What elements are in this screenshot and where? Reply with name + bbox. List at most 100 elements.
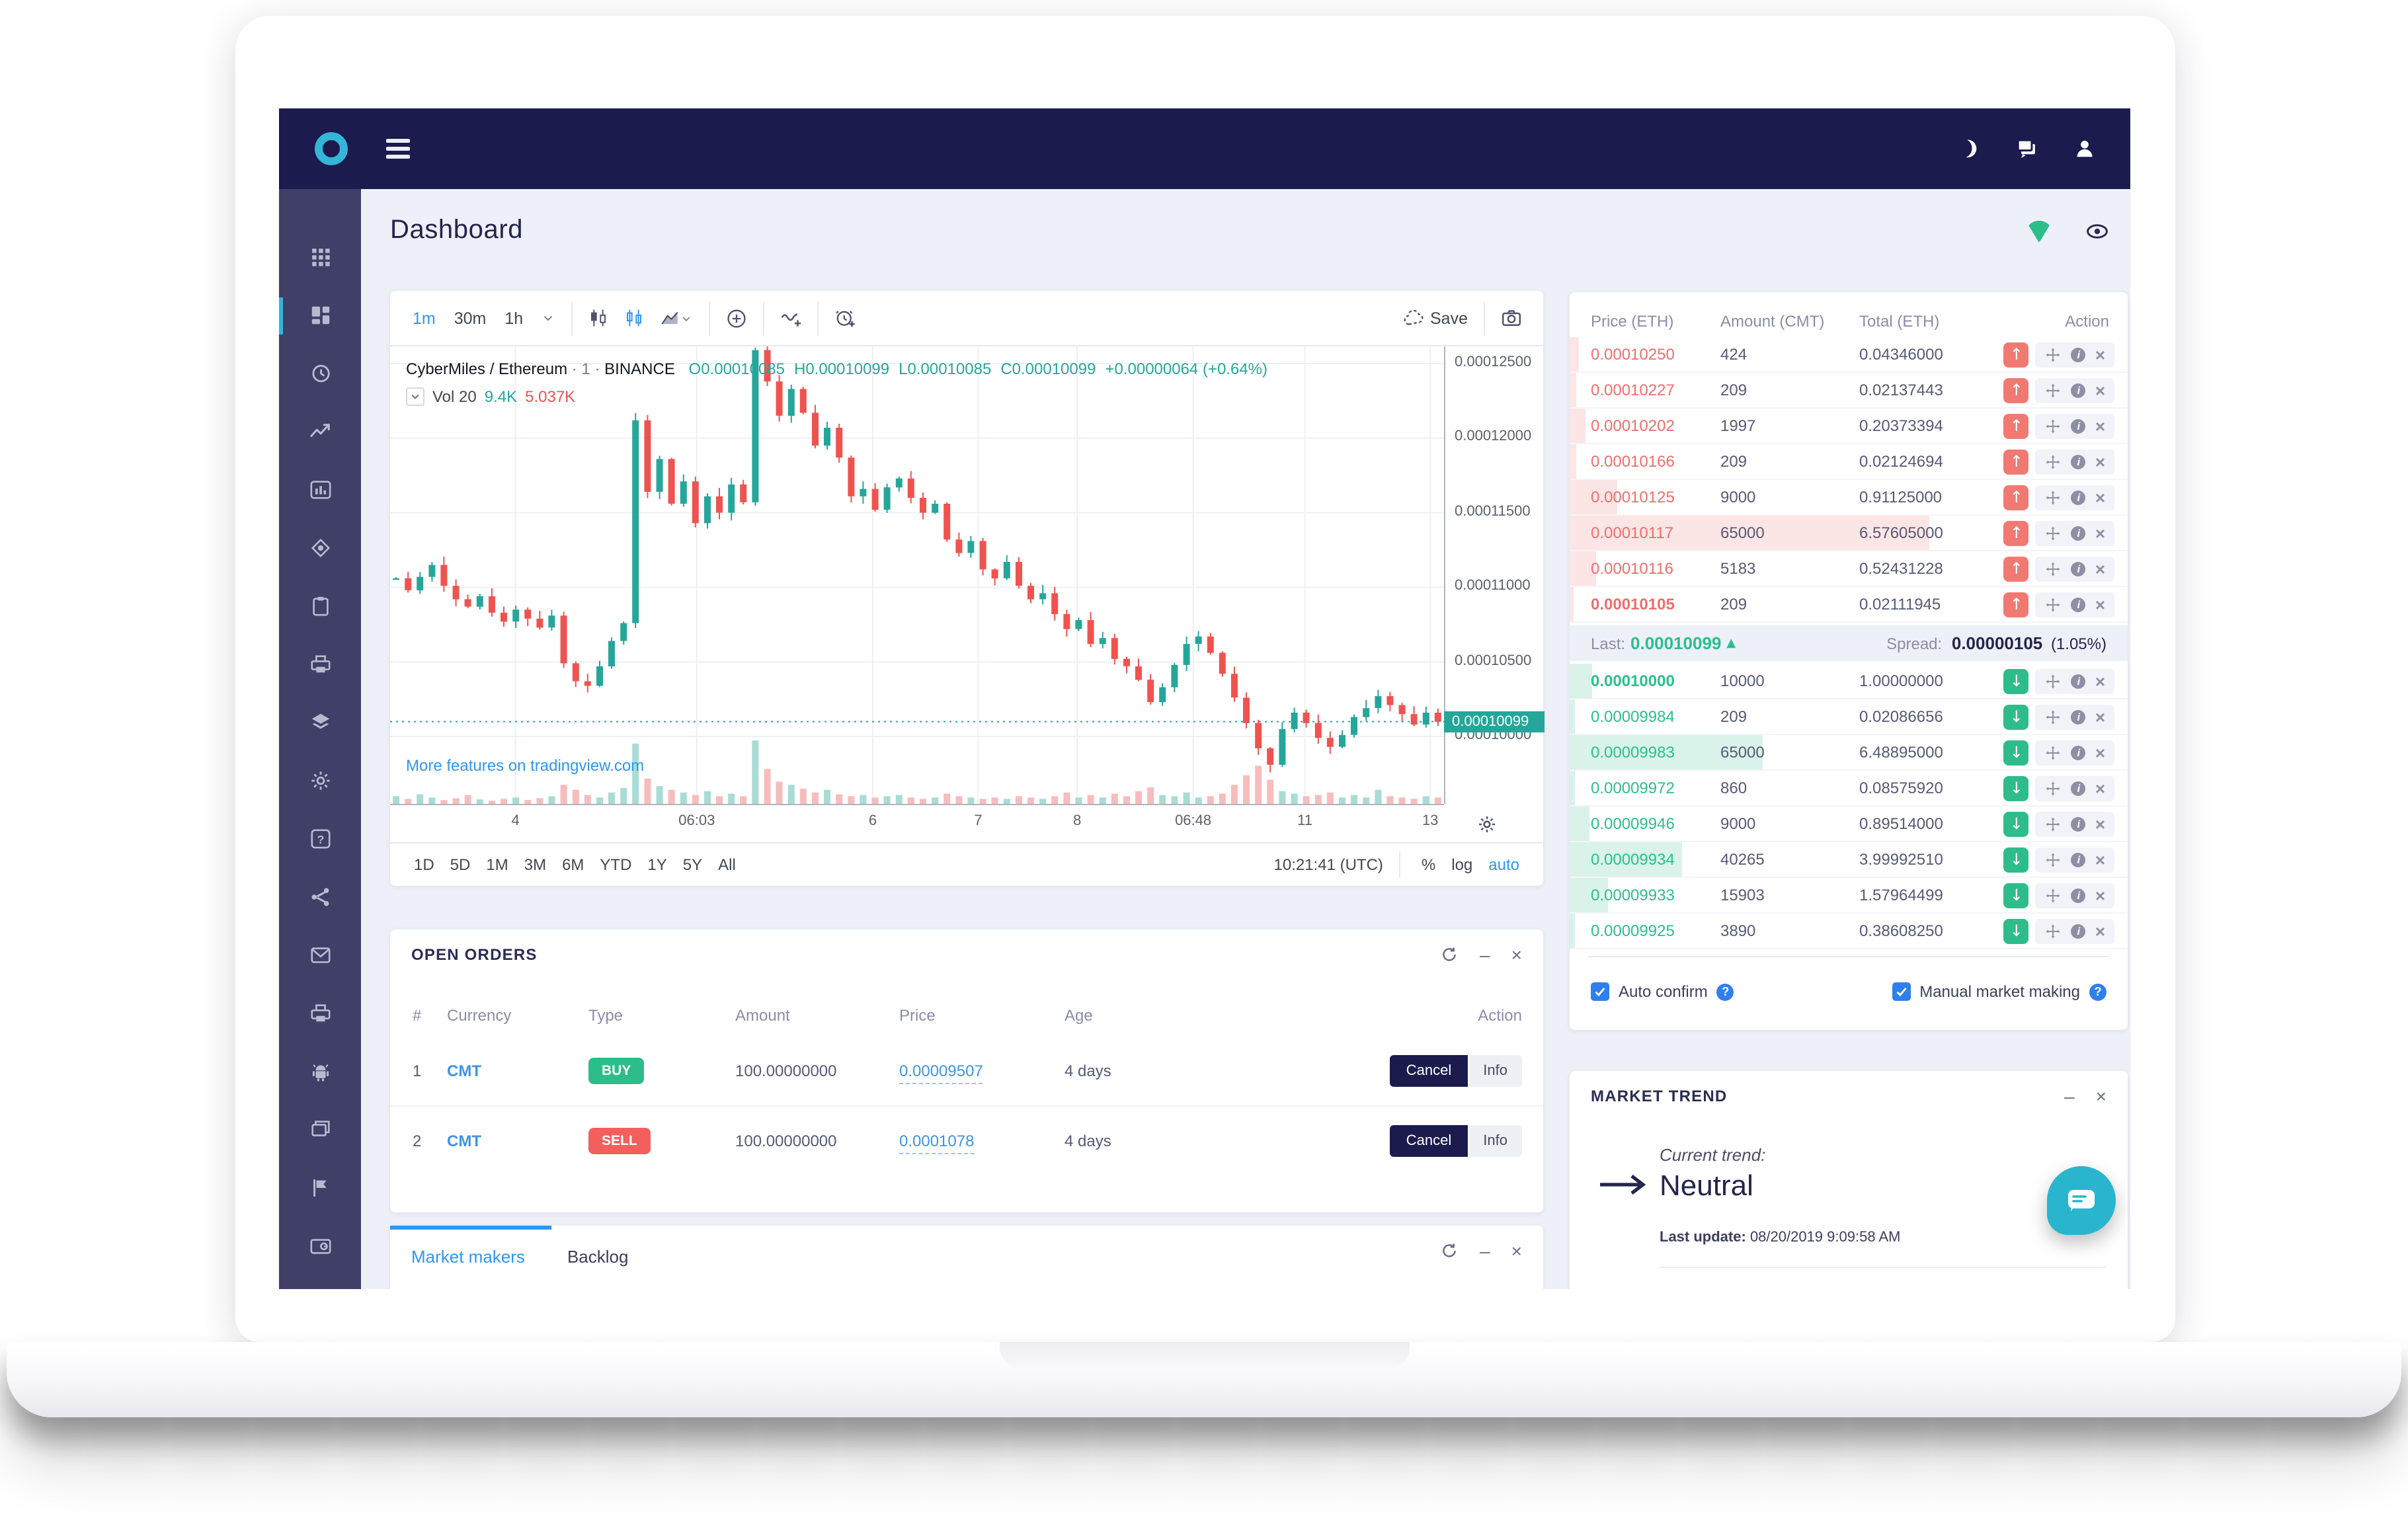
save-button[interactable]: Save — [1394, 303, 1476, 333]
connection-status-icon[interactable] — [2027, 219, 2051, 243]
timeframe-1m-button[interactable]: 1m — [413, 309, 436, 327]
move-icon[interactable] — [2045, 417, 2062, 434]
timeframe-1h-button[interactable]: 1h — [504, 309, 524, 327]
watch-icon[interactable] — [2085, 219, 2109, 243]
order-info-icon[interactable]: i — [2071, 745, 2086, 760]
sidebar-item-share[interactable] — [279, 882, 361, 912]
order-info-icon[interactable]: i — [2071, 597, 2086, 611]
scale-auto-button[interactable]: auto — [1488, 855, 1519, 874]
push-up-button[interactable]: ↑ — [2003, 592, 2029, 617]
compare-button[interactable] — [772, 303, 809, 333]
axis-settings-gear-icon[interactable] — [1477, 814, 1497, 834]
sidebar-item-dashboard[interactable] — [279, 297, 361, 335]
close-icon[interactable]: × — [2095, 1085, 2107, 1107]
move-order-icon[interactable] — [2045, 417, 2062, 434]
order-info-icon[interactable]: i — [2071, 674, 2086, 688]
order-price-link[interactable]: 0.00009507 — [899, 1061, 983, 1083]
indicators-button[interactable] — [717, 303, 754, 333]
candles-style-button[interactable] — [580, 304, 616, 332]
order-info-icon[interactable]: i — [2071, 888, 2086, 902]
order-info-icon[interactable]: i — [2071, 561, 2086, 576]
remove-order-icon[interactable]: × — [2095, 594, 2105, 614]
push-up-button[interactable]: ↑ — [2003, 413, 2029, 438]
move-order-icon[interactable] — [2045, 779, 2062, 797]
messages-icon[interactable] — [2015, 138, 2038, 160]
range-6M-button[interactable]: 6M — [562, 855, 584, 874]
range-5D-button[interactable]: 5D — [450, 855, 471, 874]
move-order-icon[interactable] — [2045, 672, 2062, 689]
move-icon[interactable] — [2045, 922, 2062, 939]
remove-order-icon[interactable]: × — [2095, 778, 2105, 798]
remove-order-icon[interactable]: × — [2095, 487, 2105, 507]
move-order-icon[interactable] — [2045, 381, 2062, 399]
sidebar-item-android[interactable] — [279, 1056, 361, 1087]
close-icon[interactable]: × — [1511, 1240, 1522, 1261]
remove-order-icon[interactable]: × — [2095, 344, 2105, 364]
tradingview-link[interactable]: More features on tradingview.com — [406, 756, 645, 775]
signal-wedge-icon[interactable] — [2027, 219, 2051, 243]
remove-order-icon[interactable]: × — [2095, 742, 2105, 762]
remove-order-icon[interactable]: × — [2095, 707, 2105, 727]
minimize-icon[interactable]: – — [1480, 944, 1490, 965]
eye-icon[interactable] — [2085, 219, 2109, 243]
hollow-candles-style-button[interactable] — [616, 304, 651, 332]
move-order-icon[interactable] — [2045, 851, 2062, 868]
move-icon[interactable] — [2045, 453, 2062, 470]
order-info-icon[interactable]: i — [2071, 709, 2086, 724]
timeframe-30m-button[interactable]: 30m — [454, 309, 487, 327]
cloud-dashed-icon[interactable] — [1402, 307, 1424, 329]
candles-hollow-icon[interactable] — [623, 308, 643, 328]
candles-solid-icon[interactable] — [588, 308, 608, 328]
order-info-button[interactable]: Info — [1468, 1125, 1522, 1157]
chat-icon[interactable] — [2015, 138, 2038, 160]
time-axis[interactable]: 4 06:03 6 7 8 06:48 11 13 — [390, 804, 1444, 838]
alert-button[interactable] — [826, 303, 863, 333]
auto-confirm-help-icon[interactable]: ? — [1716, 983, 1734, 1000]
sidebar-item-apps-grid[interactable] — [279, 242, 361, 272]
tab-market-makers[interactable]: Market makers — [411, 1247, 525, 1267]
order-info-icon[interactable]: i — [2071, 347, 2086, 362]
sidebar-item-watch-eye[interactable] — [279, 533, 361, 563]
sidebar-item-printer-alt[interactable] — [279, 998, 361, 1029]
menu-icon[interactable] — [386, 139, 410, 159]
sidebar-item-flag[interactable] — [279, 1173, 361, 1203]
range-1Y-button[interactable]: 1Y — [647, 855, 667, 874]
candlestick-chart[interactable] — [390, 346, 1444, 804]
remove-order-icon[interactable]: × — [2095, 814, 2105, 834]
push-down-button[interactable]: ↓ — [2003, 740, 2029, 765]
compare-icon[interactable] — [780, 307, 801, 329]
order-info-icon[interactable]: i — [2071, 418, 2086, 433]
remove-order-icon[interactable]: × — [2095, 885, 2105, 905]
move-order-icon[interactable] — [2045, 346, 2062, 363]
alarm-plus-icon[interactable] — [834, 307, 855, 329]
remove-order-icon[interactable]: × — [2095, 416, 2105, 436]
currency-link[interactable]: CMT — [447, 1132, 481, 1150]
scale-log-button[interactable]: log — [1451, 855, 1473, 874]
move-icon[interactable] — [2045, 708, 2062, 725]
refresh-icon[interactable] — [1440, 945, 1459, 964]
order-price-link[interactable]: 0.0001078 — [899, 1132, 975, 1154]
minimize-icon[interactable]: – — [2064, 1085, 2075, 1107]
range-1M-button[interactable]: 1M — [486, 855, 508, 874]
manual-market-making-help-icon[interactable]: ? — [2089, 983, 2107, 1000]
order-info-icon[interactable]: i — [2071, 781, 2086, 795]
chev-down-icon[interactable] — [540, 311, 555, 325]
push-down-button[interactable]: ↓ — [2003, 775, 2029, 801]
remove-order-icon[interactable]: × — [2095, 671, 2105, 691]
remove-order-icon[interactable]: × — [2095, 849, 2105, 869]
order-info-icon[interactable]: i — [2071, 816, 2086, 831]
area-style-button[interactable] — [651, 304, 700, 332]
order-info-icon[interactable]: i — [2071, 383, 2086, 397]
move-order-icon[interactable] — [2045, 708, 2062, 725]
range-1D-button[interactable]: 1D — [414, 855, 434, 874]
push-up-button[interactable]: ↑ — [2003, 342, 2029, 367]
move-order-icon[interactable] — [2045, 744, 2062, 761]
manual-market-making-checkbox[interactable] — [1892, 982, 1911, 1001]
tab-backlog[interactable]: Backlog — [567, 1247, 629, 1267]
move-order-icon[interactable] — [2045, 453, 2062, 470]
move-icon[interactable] — [2045, 886, 2062, 904]
move-order-icon[interactable] — [2045, 815, 2062, 832]
user-profile-icon[interactable] — [2073, 138, 2096, 160]
remove-order-icon[interactable]: × — [2095, 523, 2105, 543]
chat-fab-button[interactable] — [2047, 1166, 2116, 1235]
